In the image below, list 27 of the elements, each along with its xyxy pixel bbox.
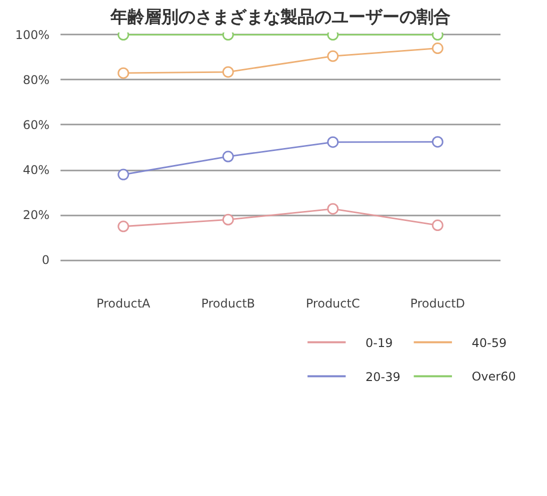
point xyxy=(432,220,444,232)
y-tick-label: 20% xyxy=(22,208,50,222)
y-tick-label: 60% xyxy=(22,118,50,132)
y-tick-label: 0 xyxy=(42,253,50,268)
point xyxy=(432,42,444,54)
point xyxy=(222,150,234,162)
x-tick-label: ProductA xyxy=(96,296,152,310)
point xyxy=(118,168,130,180)
x-tick-label: ProductD xyxy=(410,296,466,310)
point xyxy=(327,50,339,62)
x-tick-label: ProductC xyxy=(306,296,360,310)
legend-label: 40-59 xyxy=(472,336,507,350)
y-tick-label: 40% xyxy=(22,163,50,178)
point xyxy=(118,220,130,232)
point xyxy=(327,203,339,215)
legend-label: 0-19 xyxy=(365,336,393,350)
x-tick-label: ProductB xyxy=(201,296,256,310)
point xyxy=(222,66,234,78)
legend-label: 20-39 xyxy=(365,370,400,384)
y-tick-label: 80% xyxy=(22,72,50,87)
point xyxy=(327,136,339,148)
legend-label: Over60 xyxy=(472,369,516,384)
point xyxy=(432,136,444,148)
y-tick-label: 100% xyxy=(15,28,50,42)
point xyxy=(118,67,130,79)
chart-title: 年齢層別のさまざまな製品のユーザーの割合 xyxy=(110,8,450,28)
point xyxy=(222,214,234,226)
